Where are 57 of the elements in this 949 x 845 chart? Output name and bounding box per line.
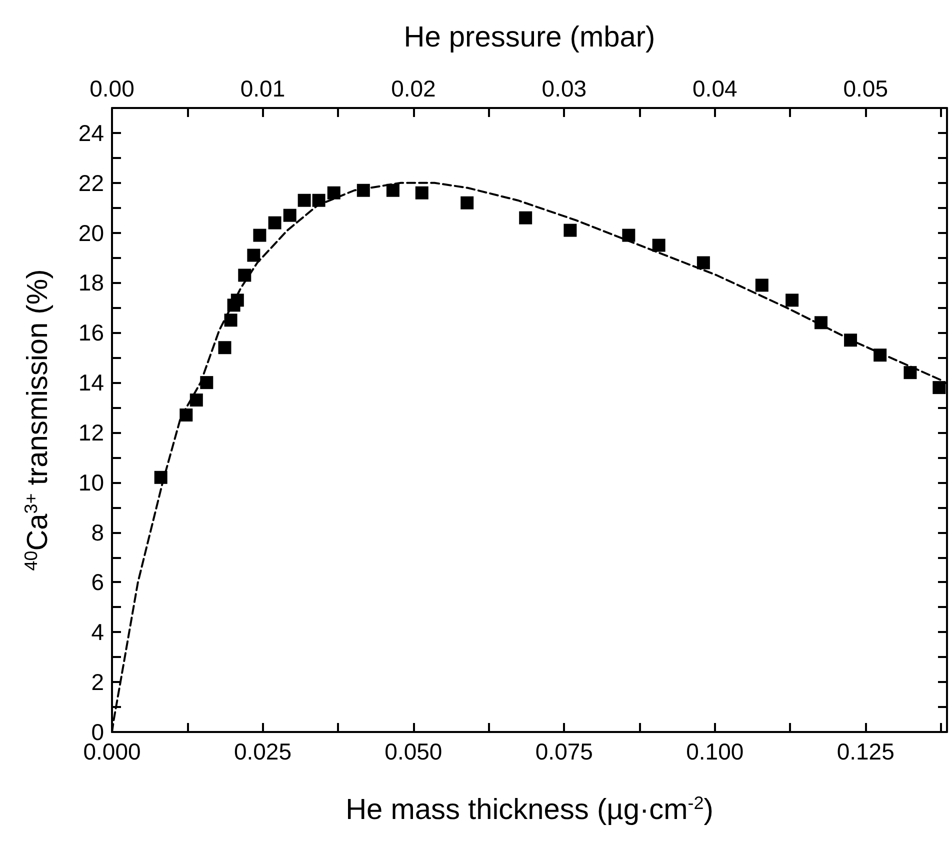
point	[327, 186, 340, 200]
y-tick-label: 14	[78, 370, 104, 396]
point	[200, 376, 214, 390]
x2-tick-label: 0.03	[542, 76, 587, 102]
y-tick-label: 20	[78, 220, 104, 246]
point	[283, 208, 296, 222]
point	[268, 216, 282, 230]
point	[622, 228, 636, 242]
point	[247, 248, 260, 262]
point	[696, 256, 710, 270]
point	[253, 228, 266, 242]
x-tick-label: 0.075	[535, 738, 593, 764]
y-tick-label: 24	[78, 120, 104, 146]
point	[460, 196, 474, 210]
x2-tick-label: 0.04	[692, 76, 738, 102]
point	[415, 186, 428, 200]
x-tick-label: 0.050	[384, 738, 442, 764]
point	[786, 294, 799, 307]
point	[874, 348, 887, 362]
point	[298, 194, 311, 207]
point	[386, 184, 400, 197]
point	[230, 294, 244, 307]
y-tick-label: 16	[78, 320, 104, 346]
point	[564, 224, 577, 237]
y-tick-label: 22	[78, 170, 104, 196]
point	[224, 314, 238, 327]
point	[814, 316, 828, 330]
y-tick-label: 12	[78, 419, 104, 446]
y-tick-label: 6	[91, 569, 104, 596]
point	[238, 268, 252, 282]
x2-tick-label: 0.05	[843, 76, 888, 102]
point	[932, 381, 946, 394]
x2-tick-label: 0.02	[391, 76, 436, 102]
x2-tick-label: 0.01	[240, 76, 286, 102]
y-axis-title: 40Ca3+ transmission (%)	[21, 269, 54, 571]
y-tick-label: 0	[91, 719, 104, 745]
y-tick-label: 2	[91, 669, 104, 696]
point	[312, 194, 326, 207]
x-tick-label: 0.125	[836, 738, 894, 764]
point	[218, 341, 232, 354]
y-tick-label: 8	[91, 519, 104, 546]
point	[844, 334, 858, 347]
y-tick-label: 10	[78, 469, 104, 496]
x-tick-label: 0.025	[234, 738, 292, 764]
point	[356, 184, 370, 197]
point	[904, 366, 917, 380]
x2-axis-title: He pressure (mbar)	[404, 22, 656, 54]
point	[180, 408, 193, 422]
x2-tick-label: 0.00	[90, 76, 134, 102]
x-tick-label: 0.100	[686, 738, 744, 764]
point	[154, 470, 168, 484]
point	[190, 394, 203, 407]
point	[652, 238, 666, 252]
y-tick-label: 4	[91, 619, 104, 646]
point	[755, 278, 768, 292]
point	[519, 211, 532, 224]
y-tick-label: 18	[78, 270, 104, 296]
